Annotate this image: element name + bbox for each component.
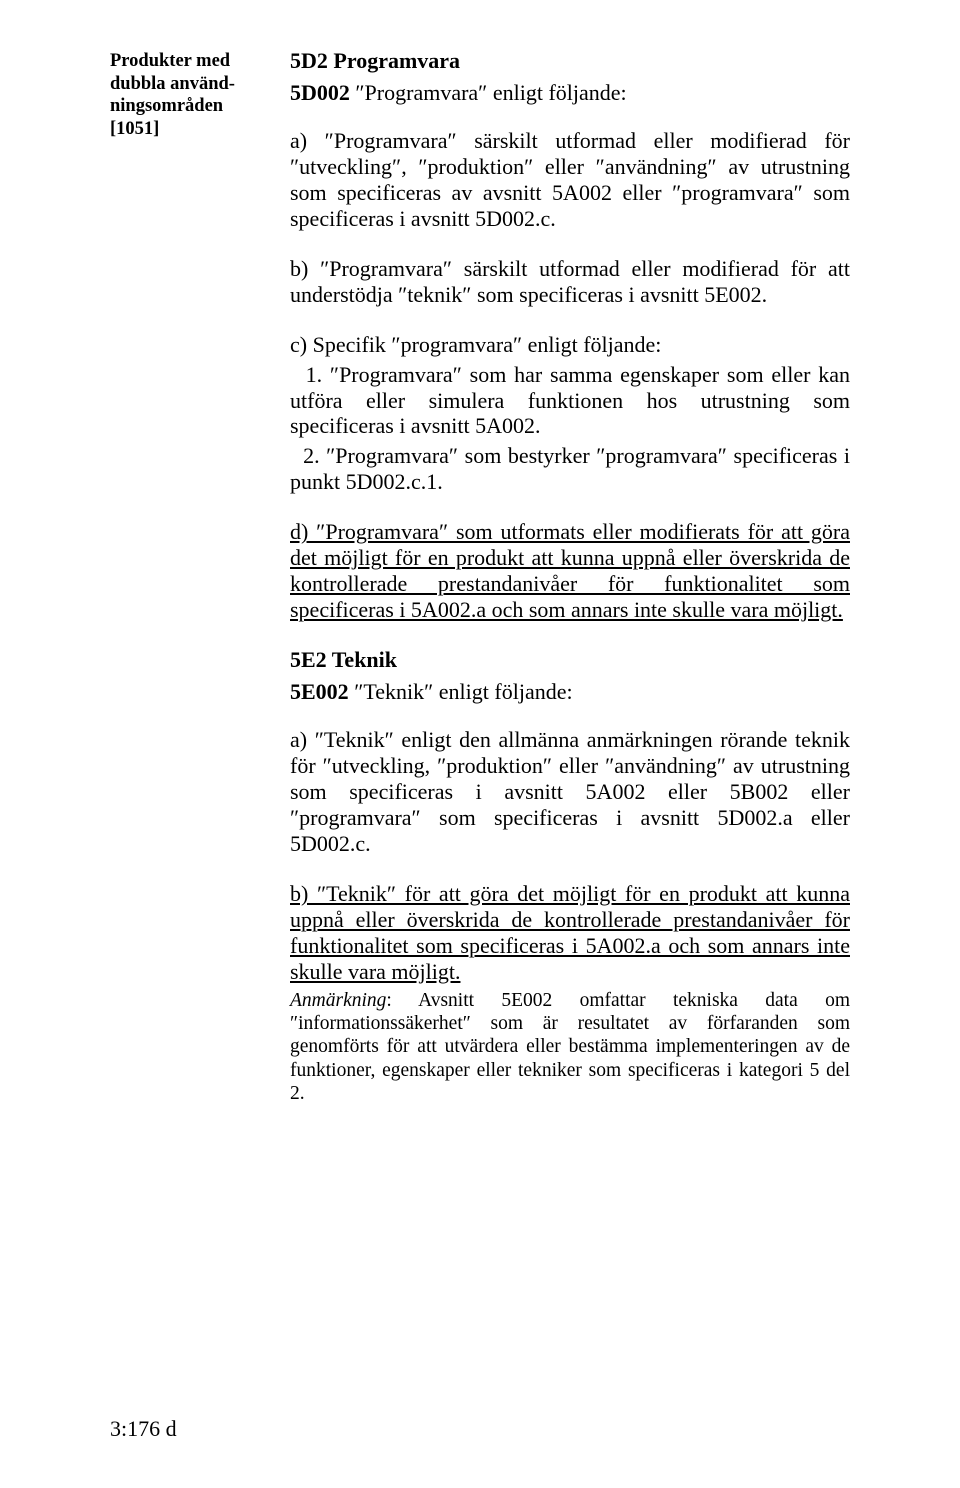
sidenote-line: ningsområden — [110, 95, 280, 118]
clause-5e002-a: a) ″Teknik″ enligt den allmänna anmärkni… — [290, 727, 850, 857]
intro-rest: ″Programvara″ enligt följande: — [350, 80, 627, 105]
clause-5d002-a: a) ″Programvara″ särskilt utformad eller… — [290, 128, 850, 232]
page-number: 3:176 d — [110, 1416, 177, 1442]
sidenote-line: [1051] — [110, 118, 280, 141]
clause-5d002-c2: 2. ″Programvara″ som bestyrker ″programv… — [290, 443, 850, 495]
clause-5e002-b: b) ″Teknik″ för att göra det möjligt för… — [290, 881, 850, 985]
clause-5e002-b-text: b) ″Teknik″ för att göra det möjligt för… — [290, 881, 850, 984]
clause-5d002-d: d) ″Programvara″ som utformats eller mod… — [290, 519, 850, 623]
note-label: Anmärkning — [290, 990, 386, 1011]
note-5e002: Anmärkning: Avsnitt 5E002 omfattar tekni… — [290, 989, 850, 1106]
sidenote-line: Produkter med — [110, 50, 280, 73]
sidenote-line: dubbla använd- — [110, 73, 280, 96]
main-content: 5D2 Programvara 5D002 ″Programvara″ enli… — [290, 48, 850, 1106]
side-note: Produkter med dubbla använd- ningsområde… — [110, 50, 280, 140]
intro-rest: ″Teknik″ enligt följande: — [349, 679, 573, 704]
section-5e2-heading: 5E2 Teknik — [290, 647, 850, 673]
section-5e2-intro: 5E002 ″Teknik″ enligt följande: — [290, 679, 850, 705]
clause-5d002-c1: 1. ″Programvara″ som har samma egenskape… — [290, 362, 850, 440]
code-5d002: 5D002 — [290, 80, 350, 105]
section-5d2-heading: 5D2 Programvara — [290, 48, 850, 74]
page: Produkter med dubbla använd- ningsområde… — [0, 0, 960, 1488]
clause-5d002-c-intro: c) Specifik ″programvara″ enligt följand… — [290, 332, 850, 358]
section-5d2-intro: 5D002 ″Programvara″ enligt följande: — [290, 80, 850, 106]
code-5e002: 5E002 — [290, 679, 349, 704]
clause-5d002-d-text: d) ″Programvara″ som utformats eller mod… — [290, 519, 850, 622]
clause-5d002-b: b) ″Programvara″ särskilt utformad eller… — [290, 256, 850, 308]
